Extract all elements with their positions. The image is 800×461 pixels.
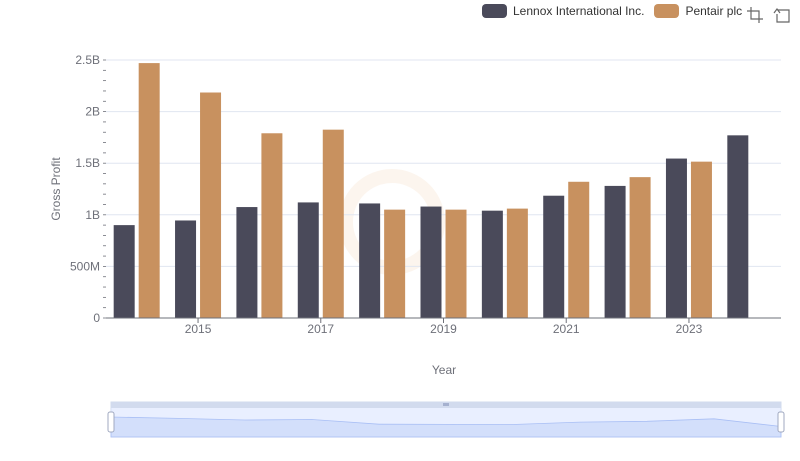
bar-lennox-2015[interactable] bbox=[175, 220, 197, 318]
legend-item-lennox[interactable]: Lennox International Inc. bbox=[482, 4, 644, 18]
restore-icon[interactable] bbox=[773, 6, 791, 24]
x-tick-label: 2017 bbox=[307, 322, 334, 336]
bar-lennox-2017[interactable] bbox=[297, 202, 319, 318]
bar-pentair-2022[interactable] bbox=[629, 177, 651, 318]
legend-item-pentair[interactable]: Pentair plc bbox=[654, 4, 742, 18]
bar-lennox-2020[interactable] bbox=[481, 210, 503, 318]
bar-lennox-2022[interactable] bbox=[604, 185, 626, 318]
bar-lennox-2016[interactable] bbox=[236, 207, 258, 318]
y-tick-label: 1B bbox=[85, 208, 100, 222]
bar-pentair-2019[interactable] bbox=[445, 209, 467, 318]
slider-grip[interactable] bbox=[443, 403, 449, 406]
bar-pentair-2015[interactable] bbox=[200, 92, 222, 319]
bar-lennox-2019[interactable] bbox=[420, 206, 442, 318]
y-tick-label: 2B bbox=[85, 105, 100, 119]
bar-pentair-2021[interactable] bbox=[568, 181, 590, 318]
bar-pentair-2017[interactable] bbox=[322, 129, 344, 318]
bars bbox=[113, 63, 749, 319]
toolbox bbox=[746, 6, 791, 24]
slider-handle-left[interactable] bbox=[107, 411, 115, 433]
bar-pentair-2023[interactable] bbox=[690, 161, 712, 318]
y-axis-title: Gross Profit bbox=[49, 157, 63, 221]
bar-lennox-2018[interactable] bbox=[359, 203, 381, 318]
bar-lennox-2024[interactable] bbox=[727, 135, 749, 318]
legend-swatch-lennox bbox=[482, 4, 507, 18]
x-tick-label: 2019 bbox=[430, 322, 457, 336]
bar-lennox-2014[interactable] bbox=[113, 225, 135, 318]
bar-lennox-2023[interactable] bbox=[665, 158, 687, 318]
zoom-icon[interactable] bbox=[746, 6, 764, 24]
bar-pentair-2020[interactable] bbox=[506, 208, 528, 318]
bar-lennox-2021[interactable] bbox=[543, 195, 565, 318]
x-axis-title: Year bbox=[432, 363, 456, 377]
slider-handle-right[interactable] bbox=[777, 411, 785, 433]
y-tick-label: 0 bbox=[93, 311, 100, 325]
legend-label-lennox: Lennox International Inc. bbox=[513, 4, 645, 18]
slider-area-shape bbox=[110, 416, 782, 438]
legend-swatch-pentair bbox=[654, 4, 680, 18]
data-zoom-slider[interactable] bbox=[107, 401, 785, 438]
legend-label-pentair: Pentair plc bbox=[685, 4, 743, 18]
bar-pentair-2016[interactable] bbox=[261, 133, 283, 318]
x-tick-label: 2023 bbox=[676, 322, 703, 336]
y-tick-label: 500M bbox=[70, 259, 100, 273]
bar-pentair-2018[interactable] bbox=[384, 209, 406, 318]
y-tick-label: 1.5B bbox=[75, 156, 100, 170]
bar-pentair-2014[interactable] bbox=[138, 63, 160, 318]
y-tick-label: 2.5B bbox=[75, 53, 100, 67]
x-tick-label: 2015 bbox=[185, 322, 212, 336]
x-tick-label: 2021 bbox=[553, 322, 580, 336]
axes: 0 500M 1B 1.5B 2B 2.5B 2015 2017 2019 2021 2023 bbox=[70, 53, 781, 336]
legend: Lennox International Inc. Pentair plc bbox=[482, 4, 742, 18]
